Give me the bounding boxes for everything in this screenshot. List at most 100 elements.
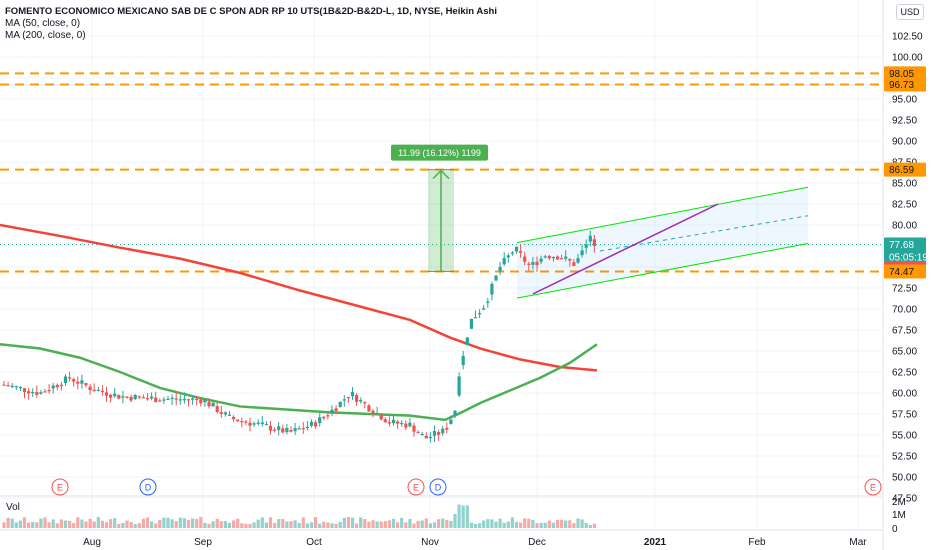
event-marker-label: E xyxy=(870,483,876,493)
volume-bar xyxy=(236,518,240,528)
volume-bar xyxy=(240,523,244,528)
candle-body xyxy=(117,394,121,399)
volume-bar xyxy=(232,520,236,528)
volume-bar xyxy=(457,504,461,528)
candle-body xyxy=(145,398,150,400)
candle-body xyxy=(326,415,330,417)
candle-body xyxy=(227,414,232,416)
volume-bar xyxy=(18,520,22,528)
candle-body xyxy=(240,421,244,423)
volume-bar xyxy=(301,517,305,528)
candle-body xyxy=(412,425,416,432)
volume-bar xyxy=(400,517,404,528)
volume-bar xyxy=(318,523,322,528)
candle-body xyxy=(539,258,543,262)
event-marker-label: E xyxy=(57,483,63,493)
volume-bar xyxy=(330,523,334,528)
price-tick: 62.50 xyxy=(892,368,917,379)
volume-bar xyxy=(31,522,35,528)
candle-body xyxy=(170,397,174,400)
volume-bar xyxy=(355,523,359,528)
candle-body xyxy=(72,379,76,382)
volume-bar xyxy=(482,520,486,528)
candle-body xyxy=(10,385,14,387)
volume-bar xyxy=(195,518,199,528)
volume-bar xyxy=(486,519,490,528)
candle-body xyxy=(154,397,158,403)
volume-bar xyxy=(506,521,510,528)
candle-body xyxy=(63,376,68,384)
volume-bar xyxy=(346,517,350,528)
volume-bar xyxy=(350,517,355,528)
candle-body xyxy=(375,412,379,415)
candle-body xyxy=(498,266,502,272)
event-marker[interactable] xyxy=(407,478,425,496)
volume-bar xyxy=(445,519,449,528)
candle-body xyxy=(125,396,129,398)
volume-tick: 2M xyxy=(892,497,906,508)
candle-body xyxy=(203,399,207,403)
channel-upper xyxy=(516,186,809,244)
price-tick: 100.00 xyxy=(892,53,923,64)
candle-body xyxy=(297,428,301,430)
price-tick: 95.00 xyxy=(892,95,917,106)
candle-body xyxy=(400,422,404,425)
candle-body xyxy=(211,402,215,407)
candle-body xyxy=(547,255,551,259)
volume-bar xyxy=(277,519,281,528)
candle-body xyxy=(100,390,104,392)
volume-bar xyxy=(375,521,379,528)
volume-bar xyxy=(543,522,547,528)
volume-bar xyxy=(203,522,207,528)
ma200-legend[interactable]: MA (200, close, 0) xyxy=(5,30,86,41)
time-tick: Oct xyxy=(306,537,322,548)
volume-bar xyxy=(55,523,59,528)
candle-body xyxy=(195,398,199,401)
time-axis[interactable]: Aug Sep Oct Nov Dec 2021 Feb Mar xyxy=(0,529,882,548)
parallel-channel[interactable] xyxy=(516,186,809,299)
volume-bar xyxy=(92,521,96,528)
volume-bar xyxy=(72,523,76,528)
price-range-measure[interactable]: 11.99 (16.12%) 1199 xyxy=(391,144,488,272)
symbol-title[interactable]: FOMENTO ECONOMICO MEXICANO SAB DE C SPON… xyxy=(5,6,497,17)
volume-bar xyxy=(88,518,92,528)
volume-bar xyxy=(387,520,391,528)
candle-body xyxy=(301,428,305,430)
volume-bar xyxy=(441,518,445,528)
candle-body xyxy=(137,396,141,398)
volume-bar xyxy=(2,522,6,528)
event-marker[interactable] xyxy=(51,478,69,496)
price-badge xyxy=(884,162,926,177)
candle-body xyxy=(27,391,31,394)
candle-body xyxy=(191,398,195,400)
candle-body xyxy=(355,395,359,402)
price-axis[interactable]: 102.50100.0097.5095.0092.5090.0087.5085.… xyxy=(882,0,932,550)
volume-bar xyxy=(84,521,88,528)
volume-bar xyxy=(63,520,68,528)
currency-button[interactable]: USD xyxy=(896,4,924,20)
event-marker[interactable] xyxy=(139,478,157,496)
volume-bar xyxy=(133,523,137,528)
volume-bar xyxy=(252,522,256,528)
event-marker[interactable] xyxy=(864,478,882,496)
price-badge xyxy=(884,237,926,252)
volume-bar xyxy=(158,519,162,528)
event-marker[interactable] xyxy=(429,478,447,496)
volume-bar xyxy=(182,518,186,528)
volume-bar xyxy=(416,520,420,528)
event-marker-label: E xyxy=(413,483,419,493)
price-tick: 90.00 xyxy=(892,137,917,148)
ma50-line xyxy=(0,343,598,422)
candle-body xyxy=(109,394,113,398)
volume-bar xyxy=(129,521,133,528)
candle-body xyxy=(264,424,268,426)
ma50-legend[interactable]: MA (50, close, 0) xyxy=(5,18,81,29)
candle-body xyxy=(76,381,80,384)
price-badge-label: 96.73 xyxy=(889,80,914,91)
price-tick: 50.00 xyxy=(892,473,917,484)
candle-body xyxy=(432,431,437,436)
candle-body xyxy=(404,423,408,428)
volume-bar xyxy=(141,518,145,528)
